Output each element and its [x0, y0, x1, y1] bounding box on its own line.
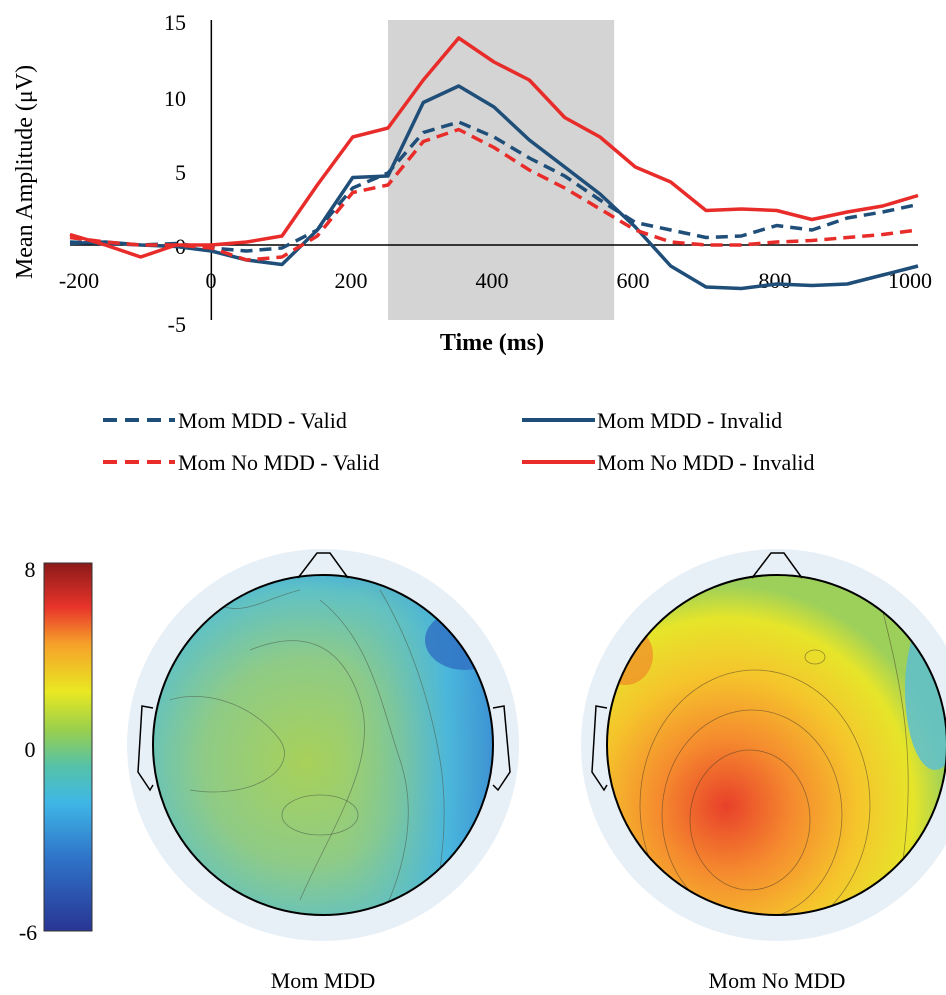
legend-label-mom-mdd-invalid: Mom MDD - Invalid: [597, 408, 782, 433]
y-tick-15: 15: [164, 10, 186, 35]
x-tick-400: 400: [476, 268, 509, 293]
scale-tick-max: 8: [25, 557, 36, 582]
scale-tick-min: -6: [19, 920, 37, 945]
left-ear-outline: [591, 705, 608, 792]
x-tick-600: 600: [617, 268, 650, 293]
left-ear-outline: [137, 705, 154, 792]
head-outline: [606, 574, 946, 916]
series-line-mom-no-mdd-invalid: [69, 36, 919, 259]
legend: Mom MDD - Valid Mom MDD - Invalid Mom No…: [103, 408, 815, 475]
series-line-mom-mdd-invalid: [69, 84, 919, 291]
head-outline: [152, 574, 494, 916]
x-tick-0: 0: [206, 268, 217, 293]
legend-label-mom-mdd-valid: Mom MDD - Valid: [178, 408, 347, 433]
topo-label-mom-no-mdd: Mom No MDD: [709, 968, 846, 993]
nose-outline: [751, 552, 803, 579]
y-tick-10: 10: [164, 86, 186, 111]
nose-outline: [297, 552, 349, 579]
time-window-highlight: [388, 20, 615, 320]
erp-chart: 15 10 5 0 -5 -200 0 200 400 600 800 1000…: [12, 10, 932, 356]
topo-label-mom-mdd: Mom MDD: [271, 968, 376, 993]
x-tick-200: 200: [335, 268, 368, 293]
color-scale-bar: [43, 562, 93, 932]
right-ear-outline: [492, 705, 511, 792]
x-axis-title: Time (ms): [440, 330, 544, 356]
y-axis-title: Mean Amplitude (μV): [12, 65, 38, 279]
legend-label-mom-no-mdd-invalid: Mom No MDD - Invalid: [597, 450, 815, 475]
scale-tick-zero: 0: [25, 737, 36, 762]
topo-map-mom-mdd: Mom MDD: [127, 549, 519, 993]
series-layer: [69, 36, 919, 291]
y-tick-minus5: -5: [168, 312, 186, 337]
series-line-mom-no-mdd-valid: [69, 127, 919, 262]
x-tick-minus200: -200: [59, 268, 99, 293]
color-scale: 8 0 -6: [19, 557, 93, 945]
y-tick-5: 5: [175, 160, 186, 185]
topo-map-mom-no-mdd: Mom No MDD: [581, 549, 946, 993]
legend-label-mom-no-mdd-valid: Mom No MDD - Valid: [178, 450, 379, 475]
x-tick-800: 800: [759, 268, 792, 293]
